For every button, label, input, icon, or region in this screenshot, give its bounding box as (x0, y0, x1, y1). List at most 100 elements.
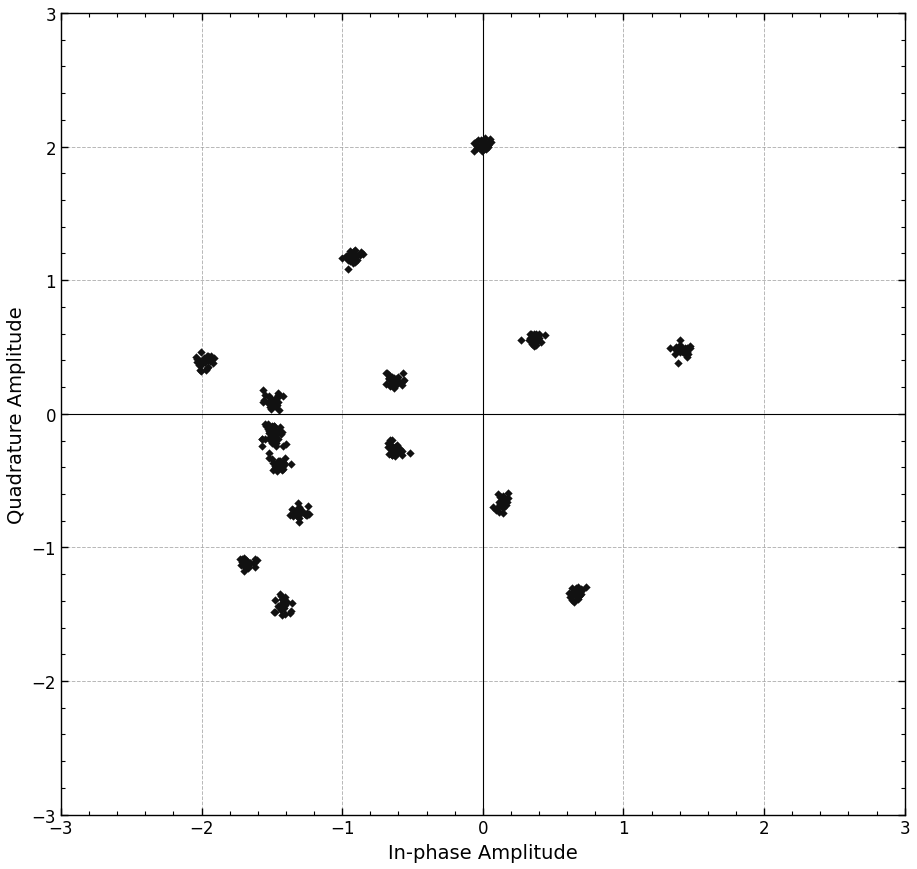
Point (265, 395, 280, 408)
Point (274, 603, 289, 617)
Point (257, 394, 271, 408)
Point (258, 389, 272, 403)
Point (271, 423, 286, 437)
Point (483, 136, 498, 149)
Point (389, 372, 403, 386)
Point (299, 508, 314, 522)
Point (476, 136, 491, 149)
Point (384, 379, 399, 393)
Point (261, 427, 276, 441)
Point (271, 395, 285, 409)
Point (494, 490, 509, 504)
Point (267, 430, 282, 444)
Point (494, 491, 509, 505)
Point (263, 434, 278, 448)
Point (283, 606, 298, 620)
Point (470, 139, 484, 153)
Point (255, 383, 270, 397)
Point (250, 554, 265, 567)
Point (526, 340, 541, 354)
Point (275, 600, 290, 614)
Point (385, 448, 400, 462)
Point (491, 488, 505, 501)
Point (537, 328, 552, 342)
Point (497, 492, 512, 506)
Point (494, 496, 509, 510)
Point (396, 374, 411, 388)
Point (238, 559, 252, 573)
Point (381, 436, 395, 450)
Point (499, 498, 514, 512)
Point (268, 393, 282, 407)
Point (271, 600, 286, 614)
Point (384, 371, 399, 385)
Point (682, 342, 697, 355)
Point (356, 248, 370, 262)
Point (238, 552, 252, 566)
Point (258, 417, 272, 431)
Point (255, 433, 270, 447)
Point (529, 335, 544, 348)
Point (266, 434, 281, 448)
Point (202, 355, 216, 368)
Point (291, 507, 305, 521)
Y-axis label: Quadrature Amplitude: Quadrature Amplitude (7, 306, 26, 523)
Point (265, 424, 280, 438)
Point (240, 556, 255, 570)
Point (265, 419, 280, 433)
Point (287, 507, 302, 521)
Point (198, 364, 213, 378)
Point (680, 346, 695, 360)
Point (271, 389, 286, 403)
Point (279, 438, 293, 452)
Point (492, 498, 507, 512)
Point (345, 252, 359, 266)
Point (262, 447, 277, 461)
Point (384, 442, 399, 456)
Point (276, 457, 291, 471)
Point (293, 503, 307, 517)
Point (569, 583, 583, 597)
Point (679, 351, 694, 365)
Point (481, 139, 496, 153)
Point (489, 504, 503, 518)
Point (293, 502, 307, 516)
Point (201, 354, 215, 368)
Point (239, 555, 254, 569)
Point (341, 249, 356, 263)
Point (263, 397, 278, 411)
Point (205, 357, 220, 371)
Point (679, 342, 694, 355)
Point (298, 507, 313, 521)
Point (203, 354, 217, 368)
Point (531, 329, 546, 343)
Point (285, 502, 300, 516)
Point (526, 335, 541, 349)
Point (277, 459, 292, 473)
Point (233, 559, 248, 573)
Point (466, 136, 481, 150)
Point (469, 136, 483, 149)
Point (569, 585, 584, 599)
Point (388, 441, 403, 454)
Point (672, 344, 687, 358)
Point (275, 601, 290, 615)
Point (482, 133, 497, 147)
Point (254, 433, 269, 447)
Point (273, 454, 288, 468)
Point (339, 252, 354, 266)
Point (387, 372, 402, 386)
Point (340, 263, 355, 277)
Point (282, 508, 297, 522)
Point (474, 145, 489, 159)
Point (292, 511, 306, 525)
Point (354, 247, 369, 261)
Point (346, 257, 360, 271)
Point (342, 255, 357, 269)
Point (348, 251, 362, 265)
Point (348, 243, 362, 257)
Point (528, 335, 543, 349)
Point (383, 380, 398, 394)
Point (268, 606, 282, 620)
Point (573, 588, 588, 602)
